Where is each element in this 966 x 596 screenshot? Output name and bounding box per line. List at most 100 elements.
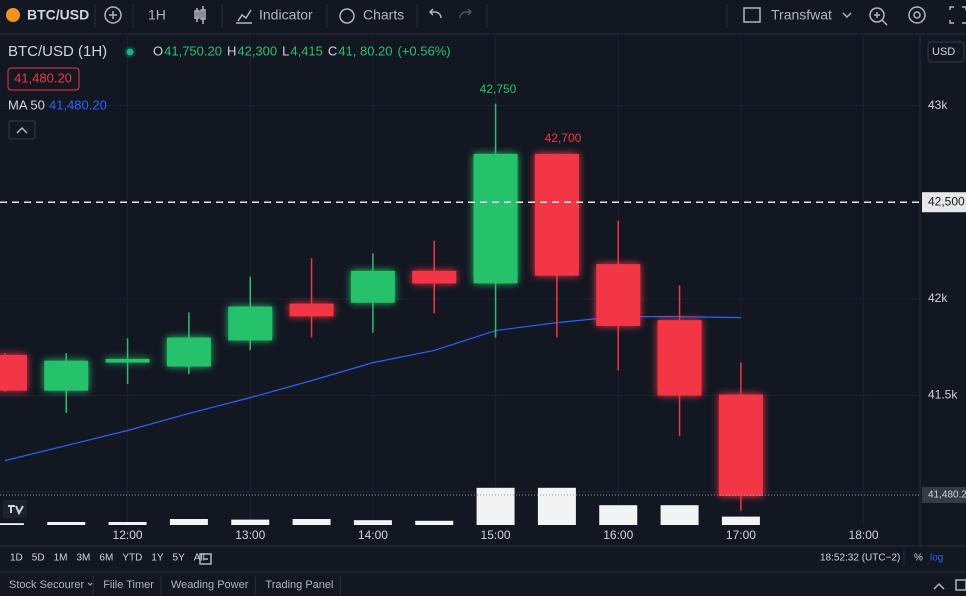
charts-icon[interactable] — [339, 8, 355, 24]
candle-body — [228, 306, 273, 341]
log-button[interactable]: log — [930, 553, 943, 564]
ohlc-value: 4,415 — [290, 43, 323, 58]
volume-bar — [353, 520, 392, 525]
range-button[interactable]: 1D — [10, 553, 23, 564]
layout-icon[interactable] — [743, 7, 761, 23]
volume-bar — [415, 520, 454, 525]
range-button[interactable]: 1Y — [151, 553, 164, 564]
settings-icon[interactable] — [908, 6, 926, 24]
indicator-button[interactable]: Indicator — [259, 7, 313, 23]
ohlc-value: 41, 80.20 — [338, 43, 392, 58]
bottom-tab[interactable]: Trading Panel — [265, 579, 333, 591]
collapse-icon — [16, 126, 28, 134]
ohlc-change: (+0.56%) — [398, 43, 451, 58]
volume-bar — [599, 505, 638, 525]
settings-icon-center — [913, 11, 921, 19]
fullscreen-icon[interactable] — [949, 6, 966, 24]
tv-logo-box — [3, 500, 27, 518]
ohlc-value: 41,750.20 — [164, 43, 222, 58]
volume-bar — [47, 522, 86, 525]
candle-body — [44, 360, 89, 391]
x-tick-label: 12:00 — [113, 528, 143, 542]
volume-bar — [476, 487, 515, 525]
y-tick-label: 41.5k — [928, 388, 958, 402]
symbol[interactable]: BTC/USD — [27, 7, 89, 23]
layout-dropdown[interactable] — [842, 12, 852, 19]
zoom-icon[interactable] — [869, 7, 885, 23]
redo-icon[interactable] — [459, 8, 473, 19]
legend-title: BTC/USD (1H) — [8, 43, 107, 60]
candle-body — [0, 354, 27, 391]
last-price-box — [922, 487, 966, 503]
bottom-tab[interactable]: Stock Secourer — [9, 579, 85, 591]
percent-button[interactable]: % — [914, 553, 923, 564]
x-tick-label: 14:00 — [358, 528, 388, 542]
layout-name[interactable]: Transfwat — [771, 7, 832, 23]
legend-price: 41,480.20 — [14, 70, 72, 85]
candle-body — [596, 264, 641, 326]
x-tick-label: 13:00 — [235, 528, 265, 542]
add-symbol-icon[interactable] — [104, 6, 122, 24]
add-symbol-plus — [109, 11, 117, 19]
candle-body — [412, 270, 457, 284]
candle-body — [657, 320, 702, 396]
range-button[interactable]: 5D — [32, 553, 45, 564]
indicator-icon[interactable] — [236, 9, 252, 24]
candle-body — [718, 394, 763, 497]
volume-bar — [537, 487, 576, 525]
candle-body — [350, 270, 395, 303]
candle-type-icon[interactable] — [194, 6, 206, 24]
range-button[interactable]: 6M — [99, 553, 113, 564]
ohlc-key: H — [227, 43, 236, 58]
bottom-tab[interactable]: Fiile Timer — [103, 579, 154, 591]
candle-body — [166, 337, 211, 367]
volume-bar — [721, 516, 760, 525]
volume-bar — [660, 505, 699, 525]
panel-maximize-icon[interactable] — [955, 579, 966, 591]
y-tick-label: 42k — [928, 291, 948, 305]
volume-bar — [0, 523, 24, 525]
volume-bar — [231, 519, 270, 525]
range-button[interactable]: 5Y — [173, 553, 186, 564]
currency[interactable]: USD — [932, 46, 955, 58]
charts-button[interactable]: Charts — [363, 7, 404, 23]
range-button[interactable]: 1M — [54, 553, 68, 564]
ohlc-value: 42,300 — [237, 43, 277, 58]
range-button[interactable]: 3M — [77, 553, 91, 564]
annotation: 42,700 — [545, 131, 582, 145]
candle-body — [473, 153, 518, 284]
price-line-box — [922, 192, 966, 213]
goto-date-icon[interactable] — [199, 553, 212, 565]
btc-icon — [6, 8, 20, 22]
x-tick-label: 17:00 — [726, 528, 756, 542]
bottom-tab[interactable]: Weading Power — [171, 579, 249, 591]
chart: 43k42k41.5k41k12:0013:0014:0015:0016:001… — [0, 36, 966, 542]
range-button[interactable]: YTD — [122, 553, 142, 564]
ma-label: MA 50 — [8, 97, 45, 112]
interval[interactable]: 1H — [148, 7, 166, 23]
volume-bar — [292, 519, 331, 525]
collapse-button[interactable] — [8, 120, 36, 140]
y-tick-label: 43k — [928, 98, 948, 112]
tab-dropdown[interactable] — [87, 582, 93, 586]
panel-collapse-icon[interactable] — [933, 582, 945, 590]
ohlc-values: O 41,750.20 H 42,300 L 4,415 C 41, 80.20 (+0.56%… — [153, 43, 451, 58]
candle-body — [289, 303, 334, 317]
candle-body — [534, 153, 579, 276]
currency-box[interactable] — [927, 41, 965, 63]
zoom-icon-detail — [874, 12, 888, 26]
status-dot — [126, 48, 134, 56]
range-buttons: 1D 5D 1M 3M 6M YTD 1Y 5Y All — [10, 553, 205, 564]
clock: 18:52:32 (UTC−2) — [820, 553, 900, 564]
ohlc-key: L — [282, 43, 289, 58]
candle-body — [105, 358, 150, 363]
x-tick-label: 18:00 — [849, 528, 879, 542]
volume-bar — [169, 519, 208, 525]
annotation: 42,750 — [480, 82, 517, 96]
toolbar — [0, 0, 966, 33]
price-line-label: 42,500 — [928, 194, 965, 208]
ohlc-key: O — [153, 43, 163, 58]
undo-icon[interactable] — [428, 8, 442, 19]
x-tick-label: 15:00 — [481, 528, 511, 542]
